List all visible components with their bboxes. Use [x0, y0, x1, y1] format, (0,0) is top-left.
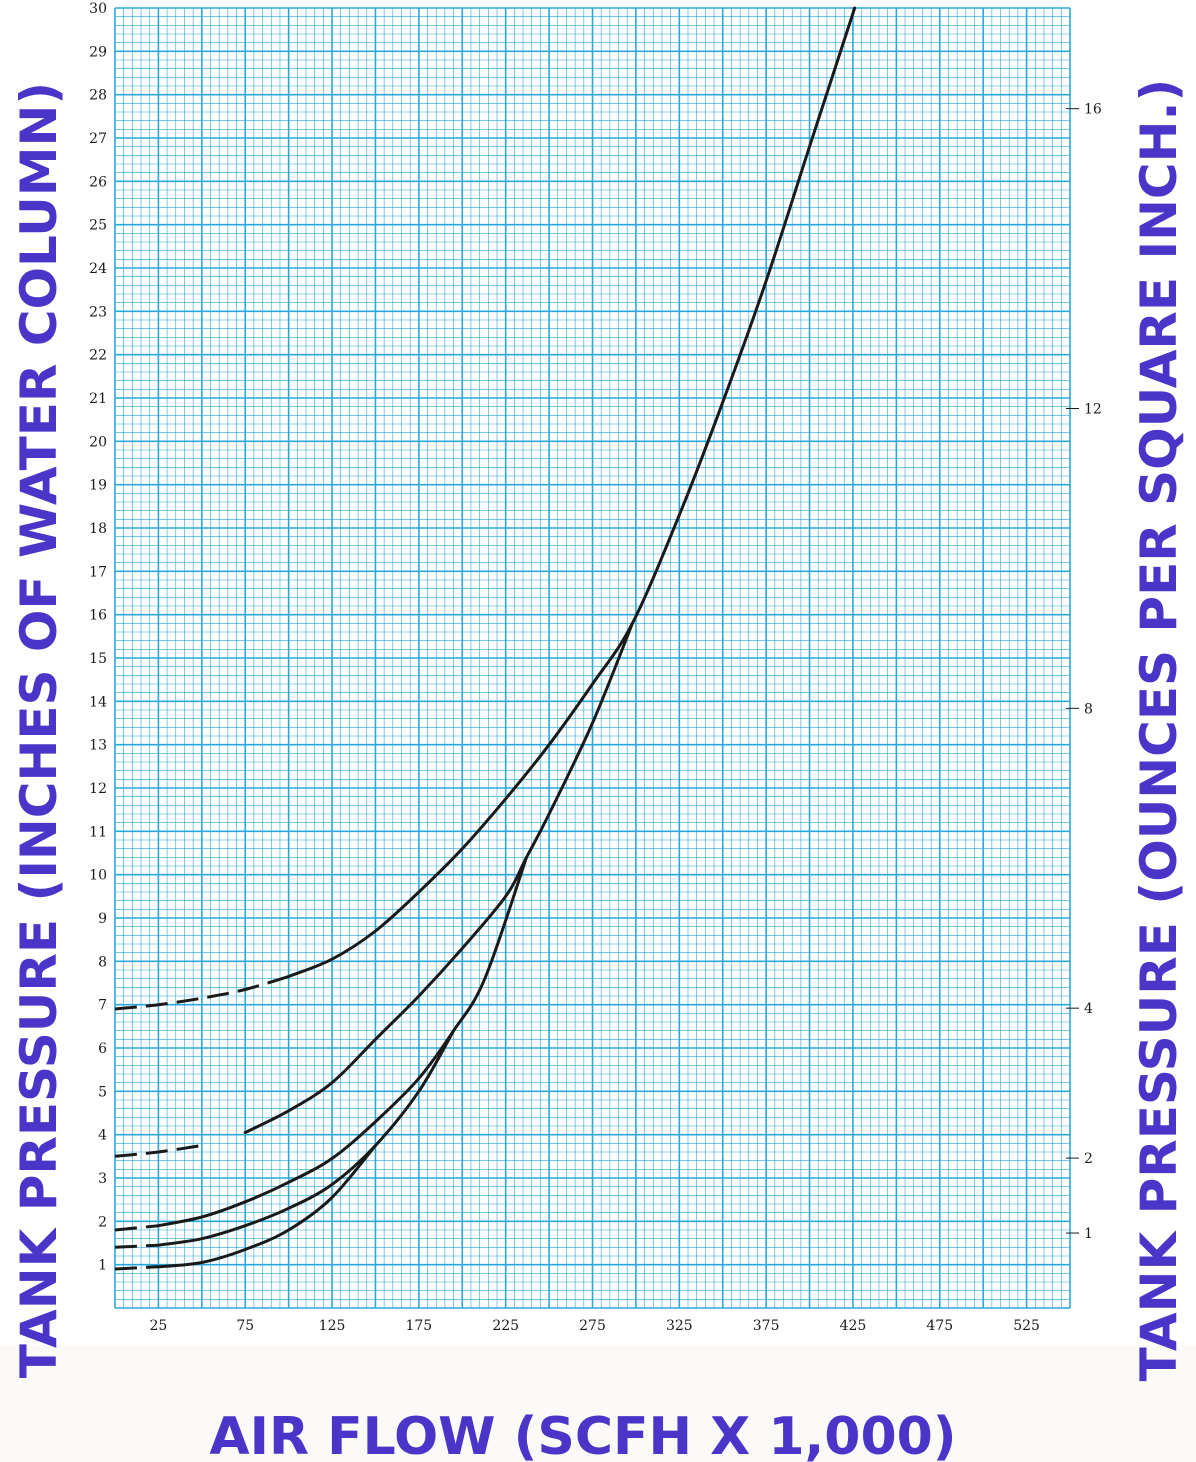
x-tick-label: 225	[492, 1318, 519, 1334]
y-tick-label: 7	[98, 998, 107, 1014]
left-y-axis-ticks: 1234567891011121314151617181920212223242…	[89, 1, 107, 1274]
y-tick-label: 25	[89, 218, 107, 234]
major-gridlines	[114, 7, 1071, 1309]
y-tick-label: 19	[89, 478, 107, 494]
curve-5-solid-segment	[156, 1144, 377, 1269]
curve-4-solid-segment	[156, 1029, 456, 1247]
y2-axis-title: TANK PRESSURE (OUNCES PER SQUARE INCH.)	[1130, 79, 1188, 1382]
y-tick-label: 14	[89, 694, 107, 710]
y-tick-label: 17	[89, 564, 107, 580]
y-tick-label: 11	[89, 824, 107, 840]
y-tick-label: 12	[89, 781, 107, 797]
y-tick-label: 5	[98, 1084, 107, 1100]
x-axis-ticks: 25 75 125 175 225 275 325 375 425 475 525	[149, 1318, 1039, 1334]
y2-tick-label: 12	[1084, 402, 1102, 418]
curve-2-solid-segment	[243, 621, 634, 1134]
y-tick-label: 6	[98, 1041, 107, 1057]
x-tick-label: 175	[405, 1318, 432, 1334]
y2-tick-label: 1	[1084, 1226, 1093, 1242]
y-tick-label: 9	[98, 911, 107, 927]
x-tick-label: 25	[149, 1318, 167, 1334]
y-tick-label: 15	[89, 651, 107, 667]
x-tick-label: 425	[840, 1318, 867, 1334]
y-tick-label: 2	[98, 1214, 107, 1230]
x-tick-label: 475	[926, 1318, 953, 1334]
x-tick-label: 125	[319, 1318, 346, 1334]
x-axis-title: AIR FLOW (SCFH X 1,000)	[209, 1407, 956, 1462]
y2-tick-label: 4	[1084, 1001, 1093, 1017]
y-tick-label: 30	[89, 1, 107, 17]
y-tick-label: 13	[89, 738, 107, 754]
x-tick-label: 75	[236, 1318, 254, 1334]
curve-3-solid-segment	[156, 855, 528, 1228]
y-tick-label: 16	[89, 608, 107, 624]
curve-4-dashed-segment	[114, 1243, 159, 1249]
y-tick-label: 22	[89, 348, 107, 364]
y-tick-label: 24	[89, 261, 107, 277]
x-tick-label: 375	[753, 1318, 780, 1334]
curve-3-dashed-segment	[114, 1224, 159, 1232]
y-tick-label: 4	[98, 1128, 107, 1144]
curve-5-dashed-segment	[114, 1265, 159, 1271]
y-tick-label: 18	[89, 521, 107, 537]
y-tick-label: 28	[89, 88, 107, 104]
y-tick-label: 3	[98, 1171, 107, 1187]
y-axis-title: TANK PRESSURE (INCHES OF WATER COLUMN)	[10, 82, 68, 1378]
y-tick-label: 20	[89, 434, 107, 450]
y-tick-label: 27	[89, 131, 107, 147]
curve-1-solid-segment	[287, 6, 857, 978]
x-tick-label: 325	[666, 1318, 693, 1334]
y2-tick-label: 8	[1084, 701, 1093, 717]
y-tick-label: 23	[89, 304, 107, 320]
x-tick-label: 275	[579, 1318, 606, 1334]
y-tick-label: 8	[98, 954, 107, 970]
y2-tick-label: 2	[1084, 1151, 1093, 1167]
y-tick-label: 21	[89, 391, 107, 407]
y-tick-label: 1	[98, 1258, 107, 1274]
y2-tick-label: 16	[1084, 102, 1102, 118]
y-tick-label: 10	[89, 868, 107, 884]
y-tick-label: 29	[89, 44, 107, 60]
bottom-band	[0, 1345, 1196, 1462]
pressure-curves	[114, 6, 857, 1271]
y-tick-label: 26	[89, 174, 107, 190]
curve-2-dashed-segment	[114, 1144, 203, 1158]
x-tick-label: 525	[1013, 1318, 1040, 1334]
